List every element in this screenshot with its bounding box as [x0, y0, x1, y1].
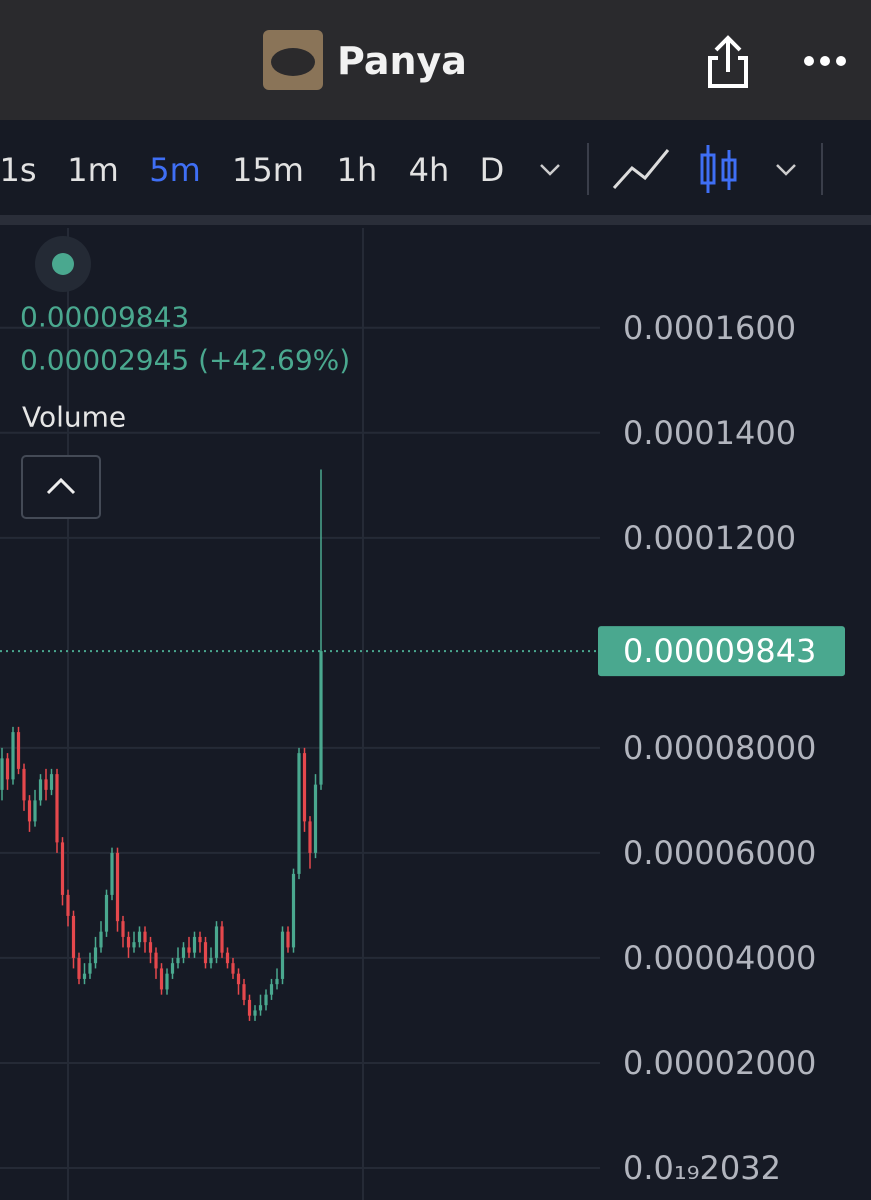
- legend-change: 0.00002945 (+42.69%): [20, 344, 350, 377]
- candle-body: [253, 1010, 257, 1016]
- chart-type-dropdown[interactable]: [776, 164, 796, 176]
- candle-body: [319, 651, 323, 785]
- candle-body: [214, 926, 219, 958]
- candle-body: [242, 984, 246, 1000]
- candle-body: [308, 821, 312, 853]
- candle-body: [99, 931, 103, 948]
- divider: [0, 215, 871, 225]
- candle-body: [27, 800, 32, 822]
- y-tick-label: 0.0001400: [623, 414, 796, 452]
- volume-label: Volume: [22, 401, 126, 434]
- candle-body: [286, 931, 290, 948]
- interval-button[interactable]: 1s: [0, 151, 37, 189]
- interval-button[interactable]: 4h: [409, 151, 450, 189]
- candle-body: [121, 921, 125, 937]
- candle-body: [71, 915, 76, 958]
- interval-button[interactable]: 5m: [149, 151, 201, 189]
- last-price-label: 0.00009843: [623, 632, 816, 670]
- candle-body: [302, 753, 307, 822]
- candle-body: [115, 852, 120, 922]
- interval-button[interactable]: 1m: [67, 151, 119, 189]
- candle-body: [66, 894, 70, 916]
- interval-dropdown[interactable]: [540, 164, 560, 176]
- candle-body: [93, 947, 98, 964]
- candle-body: [220, 926, 224, 953]
- candle-chart-button[interactable]: [700, 145, 737, 193]
- candle-body: [198, 936, 202, 943]
- candle-body: [104, 894, 109, 932]
- more-button[interactable]: [804, 56, 846, 66]
- y-tick-label: 0.0001200: [623, 519, 796, 557]
- candle-body: [16, 732, 21, 769]
- candle-body: [269, 984, 274, 995]
- y-tick-label: 0.00006000: [623, 834, 816, 872]
- candle-body: [148, 942, 153, 953]
- y-tick-label: 0.0001600: [623, 309, 796, 347]
- line-chart-button[interactable]: [612, 149, 670, 190]
- y-tick-label: 0.00004000: [623, 939, 816, 977]
- candle-body: [247, 999, 252, 1016]
- candle-body: [44, 779, 48, 790]
- share-button[interactable]: [708, 35, 748, 88]
- candle-body: [165, 973, 169, 990]
- collapse-button[interactable]: [21, 455, 101, 519]
- candle-body: [181, 947, 186, 958]
- candle-body: [11, 732, 15, 780]
- candle-body: [209, 957, 213, 964]
- status-dot: [52, 253, 74, 275]
- candle-body: [5, 758, 10, 780]
- candle-body: [132, 942, 136, 948]
- last-price-box: [598, 626, 845, 677]
- candle-body: [49, 774, 54, 790]
- y-tick-label: 0.00002000: [623, 1044, 816, 1082]
- toolbar: [0, 120, 871, 215]
- candle-body: [313, 784, 318, 853]
- candle-body: [22, 768, 26, 801]
- candle-body: [297, 753, 301, 874]
- title: Panya: [337, 39, 467, 83]
- candle-body: [0, 758, 4, 790]
- candle-body: [291, 873, 296, 948]
- candle-body: [231, 963, 235, 974]
- candle-body: [258, 1005, 263, 1011]
- interval-button[interactable]: 15m: [232, 151, 304, 189]
- candle-body: [154, 952, 158, 969]
- candle-body: [88, 963, 92, 974]
- candle-body: [225, 952, 230, 964]
- interval-button[interactable]: D: [480, 151, 505, 189]
- legend-price: 0.00009843: [20, 301, 189, 334]
- candle-body: [264, 994, 268, 1006]
- header-bar: [0, 0, 871, 120]
- candle-body: [77, 957, 81, 979]
- avatar-figure: [271, 48, 315, 76]
- interval-button[interactable]: 1h: [337, 151, 378, 189]
- candle-body: [143, 931, 147, 943]
- candle-body: [55, 774, 59, 843]
- candle-body: [159, 968, 164, 990]
- candle-body: [187, 947, 191, 953]
- candle-body: [60, 842, 65, 895]
- candle-body: [137, 931, 142, 943]
- collapse-icon: [46, 477, 76, 495]
- y-tick-label: 0.00008000: [623, 729, 816, 767]
- candle-body: [236, 973, 241, 985]
- candle-body: [82, 973, 87, 979]
- candle-body: [192, 936, 197, 953]
- candle-body: [110, 852, 114, 895]
- candle-body: [176, 957, 180, 964]
- candle-body: [126, 936, 131, 948]
- candle-body: [203, 942, 208, 964]
- candle-body: [33, 800, 37, 822]
- candle-body: [275, 978, 279, 985]
- candle-body: [38, 779, 43, 801]
- candle-body: [170, 963, 175, 974]
- candle-body: [280, 931, 285, 979]
- y-tick-label: 0.0₁₉2032: [623, 1149, 781, 1187]
